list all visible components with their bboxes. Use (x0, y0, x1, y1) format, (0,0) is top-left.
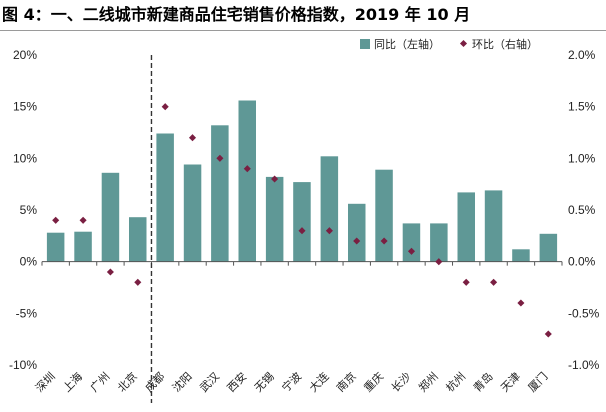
bar-yoy (430, 223, 448, 262)
bar-yoy (101, 172, 120, 262)
bar-yoy (293, 182, 311, 262)
category-label: 沈阳 (169, 369, 194, 394)
bar-yoy (320, 156, 339, 262)
category-label: 上海 (60, 369, 85, 394)
point-mom (407, 247, 416, 255)
category-label: 南京 (333, 369, 358, 394)
point-mom (271, 175, 279, 183)
right-axis-tick-label: 0.0% (568, 255, 596, 269)
category-label: 广州 (88, 370, 113, 395)
point-mom (188, 134, 197, 142)
bar-yoy (402, 223, 421, 262)
point-mom (161, 103, 169, 111)
category-label: 武汉 (197, 370, 222, 395)
left-axis-tick-label: 5% (20, 203, 38, 217)
legend-point-label: 环比（右轴） (472, 37, 538, 51)
plot-area: -10% -5% 0% 5% 10% 15% 20% -1.0% -0.5% 0.0% 0.5% 1.… (9, 48, 600, 403)
bar-yoy (129, 217, 147, 262)
category-label: 杭州 (443, 369, 468, 394)
right-axis-tick-label: -1.0% (568, 358, 600, 372)
point-mom (243, 165, 251, 173)
category-label: 青岛 (470, 369, 495, 394)
legend-bar-swatch (360, 39, 370, 49)
point-mom (380, 237, 388, 245)
bar-yoy (484, 190, 503, 262)
legend-point-marker (459, 39, 468, 48)
left-axis-tick-label: 10% (13, 151, 37, 165)
chart-title: 图 4：一、二线城市新建商品住宅销售价格指数，2019 年 10 月 (2, 5, 471, 24)
category-label: 深圳 (33, 370, 58, 395)
category-label: 天津 (498, 370, 523, 395)
point-mom (52, 216, 60, 224)
bar-yoy (238, 100, 256, 262)
category-label: 西安 (224, 369, 249, 394)
right-axis-tick-label: 0.5% (568, 203, 596, 217)
point-mom (517, 299, 525, 307)
title-divider (0, 30, 606, 31)
point-mom (325, 227, 333, 235)
point-mom (79, 216, 87, 224)
bar-yoy (211, 125, 229, 262)
bar-yoy (183, 164, 202, 262)
bar-yoy (375, 169, 393, 262)
left-axis-tick-label: 15% (13, 100, 37, 114)
bar-yoy (457, 192, 475, 262)
point-mom (435, 258, 443, 266)
point-mom (544, 330, 552, 338)
category-label: 宁波 (279, 369, 304, 394)
bar-yoy (46, 232, 65, 262)
point-mom (298, 227, 306, 235)
point-mom (462, 278, 470, 286)
point-mom (353, 237, 361, 245)
right-axis-tick-label: 1.0% (568, 151, 596, 165)
category-label: 大连 (306, 369, 331, 394)
right-axis-tick-label: -0.5% (568, 306, 600, 320)
bar-yoy (156, 133, 174, 262)
point-mom (106, 268, 114, 276)
point-mom (134, 278, 142, 286)
bar-yoy (512, 249, 530, 262)
point-mom (216, 154, 224, 162)
category-label: 无锡 (251, 369, 276, 394)
category-label: 厦门 (525, 369, 550, 394)
right-axis-tick-label: 2.0% (568, 48, 596, 62)
bar-yoy (74, 231, 92, 262)
left-axis-tick-label: -5% (16, 306, 38, 320)
category-label: 郑州 (415, 369, 440, 394)
bar-yoy (348, 203, 366, 262)
category-label: 北京 (114, 369, 139, 394)
right-axis-tick-label: 1.5% (568, 100, 596, 114)
category-label: 重庆 (361, 369, 386, 394)
bar-yoy (539, 233, 558, 262)
legend: 同比（左轴） 环比（右轴） (360, 37, 538, 51)
point-mom (490, 278, 498, 286)
category-label: 长沙 (389, 370, 414, 395)
bar-yoy (265, 176, 284, 262)
left-axis-tick-label: 0% (20, 255, 38, 269)
left-axis-tick-label: 20% (13, 48, 37, 62)
left-axis-tick-label: -10% (9, 358, 37, 372)
legend-bar-label: 同比（左轴） (374, 37, 440, 51)
category-label: 成都 (143, 370, 168, 395)
